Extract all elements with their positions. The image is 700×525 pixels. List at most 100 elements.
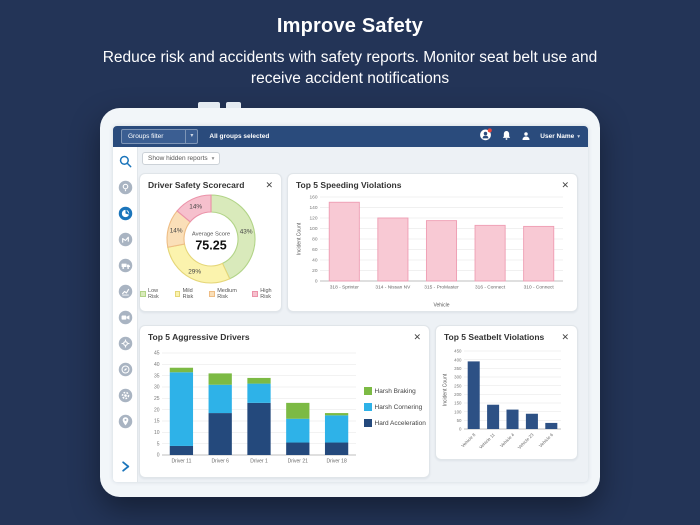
svg-text:315 - ProMaster: 315 - ProMaster (424, 285, 459, 291)
svg-text:29%: 29% (188, 268, 201, 275)
svg-text:80: 80 (312, 237, 318, 243)
svg-text:10: 10 (154, 430, 160, 436)
search-icon[interactable] (118, 154, 133, 169)
sidebar-expand-icon[interactable] (118, 459, 133, 474)
app-topbar: Groups filter ▾ All groups selected (113, 126, 588, 147)
vehicles-icon[interactable] (118, 258, 133, 273)
legend-item: Harsh Braking (364, 387, 426, 395)
svg-text:Driver 21: Driver 21 (288, 459, 309, 465)
svg-text:20: 20 (154, 407, 160, 413)
card-top-speeding-violations: Top 5 Speeding Violations ✕ 0 20 40 60 80 100… (287, 173, 578, 312)
chevron-down-icon: ▾ (211, 155, 215, 162)
tablet-button (198, 102, 220, 108)
close-icon[interactable]: ✕ (413, 331, 421, 342)
routes-icon[interactable] (118, 232, 133, 247)
svg-text:45: 45 (154, 351, 160, 357)
svg-text:Average Score: Average Score (191, 232, 229, 238)
card-title: Top 5 Aggressive Drivers (148, 332, 250, 342)
card-top-seatbelt-violations: Top 5 Seatbelt Violations ✕ 0 50 100 150 200… (435, 325, 578, 460)
svg-text:150: 150 (454, 401, 462, 406)
tablet-mockup: Groups filter ▾ All groups selected (100, 102, 600, 497)
svg-text:0: 0 (459, 427, 462, 432)
groups-filter-label: Groups filter (128, 133, 164, 140)
card-driver-safety-scorecard: Driver Safety Scorecard ✕ 43% 29% 14% 14% Av… (139, 173, 282, 312)
card-top-aggressive-drivers: Top 5 Aggressive Drivers ✕ 0 5 10 15 20 25 30 3… (139, 325, 430, 478)
chevron-down-icon[interactable]: ▾ (577, 133, 580, 140)
scorecard-legend: Low Risk Mild Risk Medium Risk High Risk (140, 288, 281, 300)
svg-text:0: 0 (157, 453, 160, 459)
card-title: Driver Safety Scorecard (148, 180, 245, 190)
legend-item: High Risk (252, 288, 281, 300)
svg-text:43%: 43% (239, 228, 252, 235)
svg-text:75.25: 75.25 (195, 239, 226, 253)
svg-text:35: 35 (154, 373, 160, 379)
compass-icon[interactable] (118, 362, 133, 377)
svg-text:100: 100 (454, 409, 462, 414)
page-subtitle: Reduce risk and accidents with safety re… (102, 49, 598, 87)
legend-item: Harsh Cornering (364, 403, 426, 411)
aggressive-drivers-legend: Harsh Braking Harsh Cornering Hard Acceler… (364, 387, 426, 473)
card-title: Top 5 Speeding Violations (296, 180, 402, 190)
svg-text:0: 0 (315, 279, 318, 285)
svg-text:Driver 11: Driver 11 (171, 459, 191, 465)
svg-text:30: 30 (154, 385, 160, 391)
close-icon[interactable]: ✕ (561, 179, 569, 190)
user-name[interactable]: User Name (540, 133, 575, 140)
svg-text:310 - Connect: 310 - Connect (524, 285, 555, 291)
svg-text:450: 450 (454, 349, 462, 354)
svg-text:Vehicle 8: Vehicle 8 (460, 432, 477, 449)
svg-text:60: 60 (312, 247, 318, 253)
svg-text:140: 140 (309, 205, 317, 211)
topbar-actions: User Name ▾ (479, 127, 580, 146)
svg-text:Incident Count: Incident Count (443, 373, 449, 406)
svg-text:316 - Connect: 316 - Connect (475, 285, 506, 291)
svg-text:120: 120 (309, 216, 317, 222)
svg-text:100: 100 (309, 226, 317, 232)
close-icon[interactable]: ✕ (265, 179, 273, 190)
groups-selected-text: All groups selected (209, 133, 270, 140)
bell-icon[interactable] (501, 128, 512, 146)
legend-item: Low Risk (140, 288, 168, 300)
close-icon[interactable]: ✕ (561, 331, 569, 342)
svg-text:Vehicle 4: Vehicle 4 (499, 432, 516, 449)
sidebar (113, 147, 138, 482)
svg-text:400: 400 (454, 357, 462, 362)
safety-dashboard-icon[interactable] (118, 206, 133, 221)
groups-filter-dropdown[interactable]: Groups filter ▾ (121, 129, 199, 144)
legend-item: Medium Risk (209, 288, 245, 300)
svg-text:Driver 1: Driver 1 (250, 459, 268, 465)
svg-text:5: 5 (157, 441, 160, 447)
svg-text:Vehicle 6: Vehicle 6 (538, 432, 555, 449)
show-hidden-reports-label: Show hidden reports (148, 155, 208, 162)
svg-text:14%: 14% (189, 204, 202, 211)
speeding-violations-bar-chart: 0 20 40 60 80 100 120 140 160 318 - Sprinter 314 -… (297, 195, 563, 309)
card-title: Top 5 Seatbelt Violations (444, 332, 545, 342)
support-icon[interactable] (479, 127, 493, 146)
svg-text:15: 15 (154, 419, 160, 425)
marketing-header: Improve Safety Reduce risk and accidents… (0, 0, 700, 90)
svg-text:Vehicle 23: Vehicle 23 (517, 432, 535, 450)
aggressive-drivers-stacked-bar-chart: 0 5 10 15 20 25 30 35 40 45 Driver 11 Driver 6 Drive… (154, 351, 356, 465)
svg-text:350: 350 (454, 366, 462, 371)
settings-gear-icon[interactable] (118, 388, 133, 403)
show-hidden-reports-dropdown[interactable]: Show hidden reports ▾ (142, 152, 221, 165)
dashboard-app: Groups filter ▾ All groups selected (113, 126, 588, 482)
svg-text:Driver 6: Driver 6 (211, 459, 229, 465)
reports-icon[interactable] (118, 284, 133, 299)
svg-text:20: 20 (312, 268, 318, 274)
tablet-button (226, 102, 241, 108)
places-pin-icon[interactable] (118, 414, 133, 429)
support-icon[interactable] (118, 180, 133, 195)
dashboard-body: Show hidden reports ▾ Driver Safety Scor… (113, 147, 588, 482)
video-icon[interactable] (118, 310, 133, 325)
maintenance-icon[interactable] (118, 336, 133, 351)
reports-area: Show hidden reports ▾ Driver Safety Scor… (138, 147, 588, 482)
user-icon[interactable] (521, 128, 531, 146)
page-title: Improve Safety (276, 15, 424, 37)
svg-text:40: 40 (154, 362, 160, 368)
svg-text:Driver 18: Driver 18 (326, 459, 347, 465)
svg-text:Vehicle 11: Vehicle 11 (478, 432, 496, 450)
svg-text:250: 250 (454, 383, 462, 388)
